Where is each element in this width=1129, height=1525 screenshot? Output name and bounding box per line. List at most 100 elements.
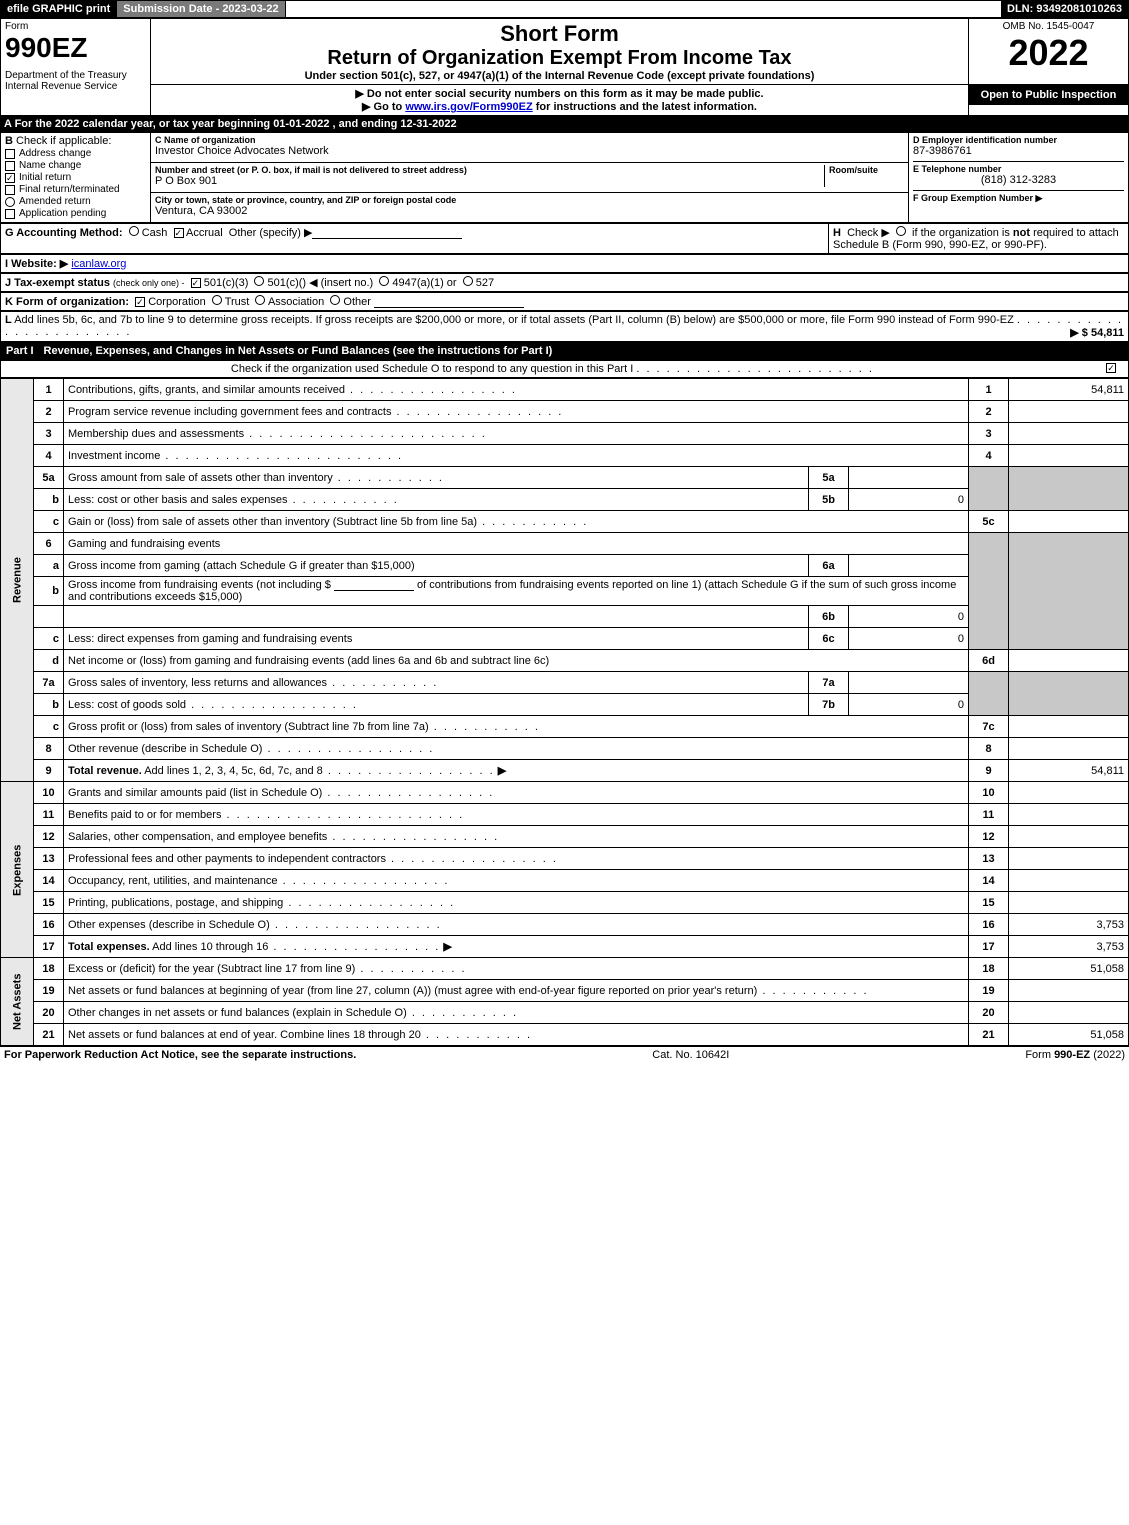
line-number: 8 (34, 738, 64, 760)
checkbox-checked-icon[interactable] (191, 278, 201, 288)
line-number: 3 (34, 423, 64, 445)
section-g-label: G Accounting Method: (5, 227, 123, 239)
section-l-text: Add lines 5b, 6c, and 7b to line 9 to de… (14, 314, 1014, 326)
inner-line-number: 5a (809, 467, 849, 489)
cb-name-change[interactable]: Name change (5, 160, 146, 171)
checkbox-icon (5, 209, 15, 219)
desc-text: Total revenue. (68, 765, 142, 777)
schedule-o-checkbox[interactable] (1106, 363, 1116, 373)
line-desc: Total expenses. Add lines 10 through 16 … (64, 936, 969, 958)
street-value: P O Box 901 (155, 175, 824, 187)
desc-text: Benefits paid to or for members (68, 809, 221, 821)
line-value (1009, 401, 1129, 423)
radio-icon[interactable] (254, 276, 264, 286)
table-row: 9 Total revenue. Add lines 1, 2, 3, 4, 5… (1, 760, 1129, 782)
association-option: Association (268, 296, 324, 308)
line-number: 12 (34, 826, 64, 848)
result-line-number: 7c (969, 716, 1009, 738)
part-1-check-table: Check if the organization used Schedule … (0, 360, 1129, 378)
irs-link[interactable]: www.irs.gov/Form990EZ (405, 101, 532, 113)
line-number: 20 (34, 1002, 64, 1024)
501c-tail: ) ◀ (insert no.) (302, 277, 373, 289)
city-label: City or town, state or province, country… (155, 195, 904, 205)
desc-pre: Gross income from fundraising events (no… (68, 579, 331, 591)
paperwork-notice: For Paperwork Reduction Act Notice, see … (4, 1049, 356, 1061)
inner-line-number: 5b (809, 489, 849, 511)
checkbox-checked-icon[interactable] (135, 297, 145, 307)
radio-icon[interactable] (212, 295, 222, 305)
radio-icon[interactable] (896, 226, 906, 236)
short-form-title: Short Form (155, 21, 964, 47)
line-desc: Gain or (loss) from sale of assets other… (64, 511, 969, 533)
cb-address-change[interactable]: Address change (5, 148, 146, 159)
other-blank[interactable] (312, 227, 462, 239)
desc-text: Salaries, other compensation, and employ… (68, 831, 327, 843)
line-desc: Salaries, other compensation, and employ… (64, 826, 969, 848)
cb-label: Amended return (19, 196, 91, 207)
line-number: 21 (34, 1024, 64, 1046)
dots (327, 831, 499, 843)
efile-print-label[interactable]: efile GRAPHIC print (1, 1, 116, 17)
section-h-letter: H (833, 227, 841, 239)
radio-icon (5, 197, 15, 207)
line-desc: Gross amount from sale of assets other t… (64, 467, 809, 489)
goto-prefix: ▶ Go to (362, 101, 405, 113)
line-number: 16 (34, 914, 64, 936)
desc-text: Less: cost or other basis and sales expe… (68, 494, 288, 506)
result-line-number: 14 (969, 870, 1009, 892)
contrib-blank[interactable] (334, 579, 414, 591)
desc-text: Gross amount from sale of assets other t… (68, 472, 333, 484)
section-e-label: E Telephone number (913, 161, 1124, 174)
line-value (1009, 650, 1129, 672)
result-line-number: 1 (969, 379, 1009, 401)
other-option: Other (specify) ▶ (229, 227, 313, 239)
cb-application-pending[interactable]: Application pending (5, 208, 146, 219)
dots (407, 1007, 518, 1019)
desc-text: Net assets or fund balances at end of ye… (68, 1029, 421, 1041)
table-row: 7a Gross sales of inventory, less return… (1, 672, 1129, 694)
radio-icon[interactable] (463, 276, 473, 286)
radio-icon[interactable] (129, 226, 139, 236)
result-line-number: 13 (969, 848, 1009, 870)
checkbox-checked-icon[interactable] (174, 228, 184, 238)
radio-icon[interactable] (330, 295, 340, 305)
line-desc: Grants and similar amounts paid (list in… (64, 782, 969, 804)
radio-icon[interactable] (255, 295, 265, 305)
cb-label: Name change (19, 160, 81, 171)
dots (186, 699, 358, 711)
table-row: 12 Salaries, other compensation, and emp… (1, 826, 1129, 848)
line-desc: Gaming and fundraising events (64, 533, 969, 555)
top-spacer (286, 1, 1001, 17)
line-value (1009, 738, 1129, 760)
line-desc: Printing, publications, postage, and shi… (64, 892, 969, 914)
city-value: Ventura, CA 93002 (155, 205, 904, 217)
line-number: c (34, 628, 64, 650)
section-g-cell: G Accounting Method: Cash Accrual Other … (1, 224, 829, 254)
cb-initial-return[interactable]: Initial return (5, 172, 146, 183)
table-row: b Gross income from fundraising events (… (1, 577, 1129, 606)
line-number: 6 (34, 533, 64, 555)
section-k-cell: K Form of organization: Corporation Trus… (1, 293, 1129, 311)
line-number: 1 (34, 379, 64, 401)
website-link[interactable]: icanlaw.org (71, 258, 126, 270)
desc-text: Contributions, gifts, grants, and simila… (68, 384, 345, 396)
inspection-cell: Open to Public Inspection (969, 85, 1129, 116)
section-j-table: J Tax-exempt status (check only one) - 5… (0, 273, 1129, 292)
other-org-blank[interactable] (374, 296, 524, 308)
line-value (1009, 980, 1129, 1002)
line-desc: Net assets or fund balances at end of ye… (64, 1024, 969, 1046)
arrow-icon: ▶ (498, 765, 506, 777)
line-desc: Gross income from gaming (attach Schedul… (64, 555, 809, 577)
line-value (1009, 445, 1129, 467)
line-desc: Net assets or fund balances at beginning… (64, 980, 969, 1002)
radio-icon[interactable] (379, 276, 389, 286)
top-bar: efile GRAPHIC print Submission Date - 20… (0, 0, 1129, 18)
dots (262, 743, 434, 755)
line-value: 3,753 (1009, 914, 1129, 936)
cb-amended-return[interactable]: Amended return (5, 196, 146, 207)
shaded-cell (969, 533, 1009, 650)
dots (477, 516, 588, 528)
cb-final-return[interactable]: Final return/terminated (5, 184, 146, 195)
room-label: Room/suite (829, 165, 904, 175)
4947-option: 4947(a)(1) or (392, 277, 456, 289)
